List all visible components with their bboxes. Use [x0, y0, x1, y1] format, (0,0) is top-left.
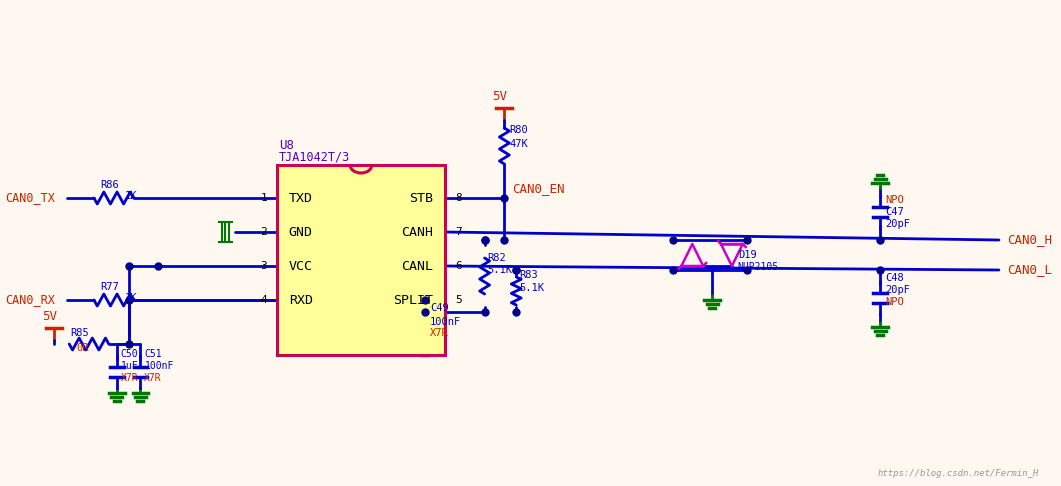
Text: VCC: VCC	[289, 260, 313, 273]
Text: CAN0_EN: CAN0_EN	[512, 183, 564, 195]
Text: 3: 3	[260, 261, 267, 271]
Text: 7: 7	[455, 227, 462, 237]
Text: C47: C47	[885, 207, 904, 217]
Text: 20pF: 20pF	[885, 285, 910, 295]
Text: 1uF: 1uF	[121, 361, 138, 371]
Text: U8: U8	[279, 139, 294, 152]
Text: D19: D19	[737, 250, 756, 260]
Text: CANH: CANH	[401, 226, 433, 239]
Text: C50: C50	[121, 349, 138, 359]
Text: 5V: 5V	[42, 310, 57, 323]
Text: 6: 6	[455, 261, 462, 271]
Text: 8: 8	[455, 193, 462, 203]
Text: SPLIT: SPLIT	[394, 294, 433, 307]
Text: CANL: CANL	[401, 260, 433, 273]
Text: NPO: NPO	[885, 297, 904, 307]
FancyBboxPatch shape	[277, 165, 445, 355]
Text: GND: GND	[289, 226, 313, 239]
Text: C51: C51	[144, 349, 162, 359]
Text: TJA1042T/3: TJA1042T/3	[279, 151, 350, 163]
Text: 100nF: 100nF	[144, 361, 174, 371]
Text: CAN0_TX: CAN0_TX	[5, 191, 55, 205]
Text: https://blog.csdn.net/Fermin_H: https://blog.csdn.net/Fermin_H	[877, 469, 1039, 478]
Text: 4: 4	[260, 295, 267, 305]
Text: C49: C49	[430, 303, 449, 313]
Text: 1K: 1K	[124, 293, 137, 303]
Text: 20pF: 20pF	[885, 219, 910, 229]
Text: 5V: 5V	[492, 89, 507, 103]
Text: R86: R86	[100, 180, 119, 190]
Text: R85: R85	[70, 328, 89, 338]
Text: R82: R82	[488, 253, 506, 263]
Text: 5.1K: 5.1K	[488, 265, 512, 275]
Text: R83: R83	[519, 270, 538, 280]
Text: CAN0_L: CAN0_L	[1007, 263, 1051, 277]
Text: X7R: X7R	[144, 373, 162, 383]
Text: R77: R77	[100, 282, 119, 292]
Text: NPO: NPO	[885, 195, 904, 205]
Text: STB: STB	[410, 191, 433, 205]
Text: RXD: RXD	[289, 294, 313, 307]
Text: 1: 1	[260, 193, 267, 203]
Text: R80: R80	[509, 125, 528, 135]
Text: 2: 2	[260, 227, 267, 237]
Text: X7R: X7R	[121, 373, 138, 383]
Text: 1K: 1K	[124, 191, 137, 201]
Text: TXD: TXD	[289, 191, 313, 205]
Text: CAN0_RX: CAN0_RX	[5, 294, 55, 307]
Text: 100nF: 100nF	[430, 317, 462, 327]
Text: 0R: 0R	[76, 343, 89, 353]
Text: X7R: X7R	[430, 328, 449, 338]
Text: CAN0_H: CAN0_H	[1007, 233, 1051, 246]
Text: NUP2105: NUP2105	[737, 262, 779, 272]
Text: 5: 5	[455, 295, 462, 305]
Text: 5.1K: 5.1K	[519, 283, 544, 293]
Text: C48: C48	[885, 273, 904, 283]
Text: 47K: 47K	[509, 139, 528, 149]
